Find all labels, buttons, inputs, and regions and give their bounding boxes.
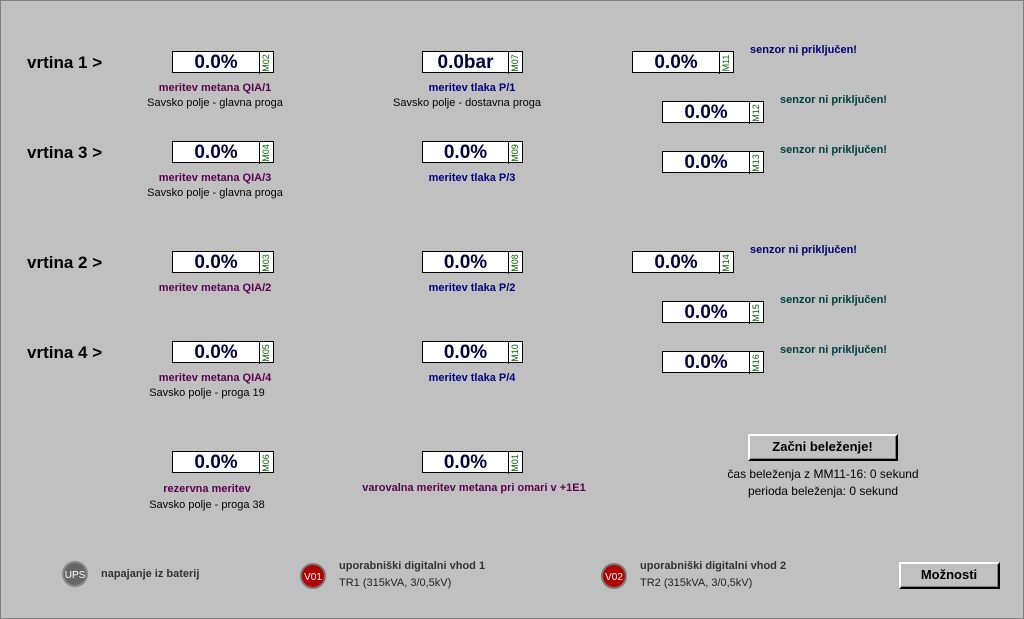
field-m04-value: 0.0% [194, 142, 238, 163]
hole-2-label: vrtina 2 > [27, 253, 103, 272]
field-m16-value: 0.0% [684, 352, 728, 373]
field-m06-value: 0.0% [194, 452, 238, 473]
field-m08: 0.0% M08 [422, 251, 523, 274]
field-m08-label: meritev tlaka P/2 [428, 282, 516, 294]
field-m06-label: rezervna meritev [163, 483, 251, 495]
field-m16-tag: M16 [749, 352, 762, 374]
options-button-label: Možnosti [901, 564, 998, 587]
field-m03-value: 0.0% [194, 252, 238, 273]
field-m02-tag: M02 [259, 52, 272, 74]
field-m01-label: varovalna meritev metana pri omari v +1E… [362, 482, 586, 494]
v01-indicator-sub: TR1 (315kVA, 3/0,5kV) [339, 577, 452, 589]
field-m08-value: 0.0% [443, 252, 488, 273]
field-m11-status: senzor ni priključen! [750, 44, 857, 56]
field-m07-sub: Savsko polje - dostavna proga [393, 97, 541, 109]
hole-4-label: vrtina 4 > [27, 343, 103, 362]
field-m12-tag: M12 [749, 102, 762, 124]
field-m10: 0.0% M10 [422, 341, 523, 364]
field-m03-tag: M03 [259, 252, 272, 274]
field-m07: 0.0bar M07 [422, 51, 523, 74]
field-m10-label: meritev tlaka P/4 [428, 372, 516, 384]
v02-indicator-sub: TR2 (315kVA, 3/0,5kV) [640, 577, 753, 589]
v01-indicator-label: uporabniški digitalni vhod 1 [339, 560, 486, 572]
start-logging-button[interactable]: Začni beleženje! [748, 434, 898, 461]
field-m16-status: senzor ni priključen! [780, 344, 887, 356]
field-m14-status: senzor ni priključen! [750, 244, 857, 256]
field-m12: 0.0% M12 [662, 101, 764, 124]
field-m10-tag: M10 [508, 342, 521, 364]
field-m04: 0.0% M04 [172, 141, 274, 164]
field-m09: 0.0% M09 [422, 141, 523, 164]
field-m15-tag: M15 [749, 302, 762, 324]
field-m12-status: senzor ni priključen! [780, 94, 887, 106]
field-m11-tag: M11 [719, 52, 732, 74]
field-m03-label: meritev metana QIA/2 [158, 282, 272, 294]
field-m02-value: 0.0% [194, 52, 238, 73]
field-m12-value: 0.0% [684, 102, 728, 123]
field-m09-tag: M09 [508, 142, 521, 164]
field-m02: 0.0% M02 [172, 51, 274, 74]
field-m07-value: 0.0bar [437, 52, 494, 73]
field-m14-value: 0.0% [654, 252, 698, 273]
field-m13-status: senzor ni priključen! [780, 144, 887, 156]
start-logging-button-label: Začni beleženje! [750, 436, 896, 459]
field-m05-value: 0.0% [194, 342, 238, 363]
field-m10-value: 0.0% [443, 342, 488, 363]
field-m03: 0.0% M03 [172, 251, 274, 274]
v02-indicator-icon: V02 [601, 563, 627, 589]
hole-3-label: vrtina 3 > [27, 143, 103, 162]
field-m01: 0.0% M01 [422, 451, 523, 474]
field-m07-label: meritev tlaka P/1 [428, 82, 516, 94]
field-m06-tag: M06 [259, 452, 272, 474]
field-m01-value: 0.0% [443, 452, 488, 473]
field-m02-sub: Savsko polje - glavna proga [147, 97, 283, 109]
field-m04-tag: M04 [259, 142, 272, 164]
field-m11: 0.0% M11 [632, 51, 734, 74]
field-m15: 0.0% M15 [662, 301, 764, 324]
field-m13-tag: M13 [749, 152, 762, 174]
field-m13: 0.0% M13 [662, 151, 764, 174]
v01-indicator-icon: V01 [300, 563, 326, 589]
field-m13-value: 0.0% [684, 152, 728, 173]
field-m05-sub: Savsko polje - proga 19 [149, 387, 265, 399]
field-m14: 0.0% M14 [632, 251, 734, 274]
v02-indicator-label: uporabniški digitalni vhod 2 [640, 560, 787, 572]
field-m05: 0.0% M05 [172, 341, 274, 364]
ups-indicator-icon: UPS [62, 561, 88, 587]
field-m15-value: 0.0% [684, 302, 728, 323]
field-m04-label: meritev metana QIA/3 [158, 172, 272, 184]
field-m14-tag: M14 [719, 252, 732, 274]
ups-indicator-label: napajanje iz baterij [101, 568, 200, 580]
field-m15-status: senzor ni priključen! [780, 294, 887, 306]
field-m05-label: meritev metana QIA/4 [158, 372, 272, 384]
field-m04-sub: Savsko polje - glavna proga [147, 187, 283, 199]
field-m07-tag: M07 [508, 52, 521, 74]
logging-period-text: perioda beleženja: 0 sekund [747, 484, 899, 498]
hole-1-label: vrtina 1 > [27, 53, 103, 72]
field-m09-label: meritev tlaka P/3 [428, 172, 516, 184]
field-m09-value: 0.0% [443, 142, 488, 163]
field-m16: 0.0% M16 [662, 351, 764, 374]
options-button[interactable]: Možnosti [899, 562, 1000, 589]
field-m06: 0.0% M06 [172, 451, 274, 474]
field-m05-tag: M05 [259, 342, 272, 364]
logging-time-text: čas beleženja z MM11-16: 0 sekund [727, 467, 919, 481]
field-m08-tag: M08 [508, 252, 521, 274]
field-m06-sub: Savsko polje - proga 38 [149, 499, 265, 511]
field-m11-value: 0.0% [654, 52, 698, 73]
field-m01-tag: M01 [508, 452, 521, 474]
field-m02-label: meritev metana QIA/1 [158, 82, 272, 94]
